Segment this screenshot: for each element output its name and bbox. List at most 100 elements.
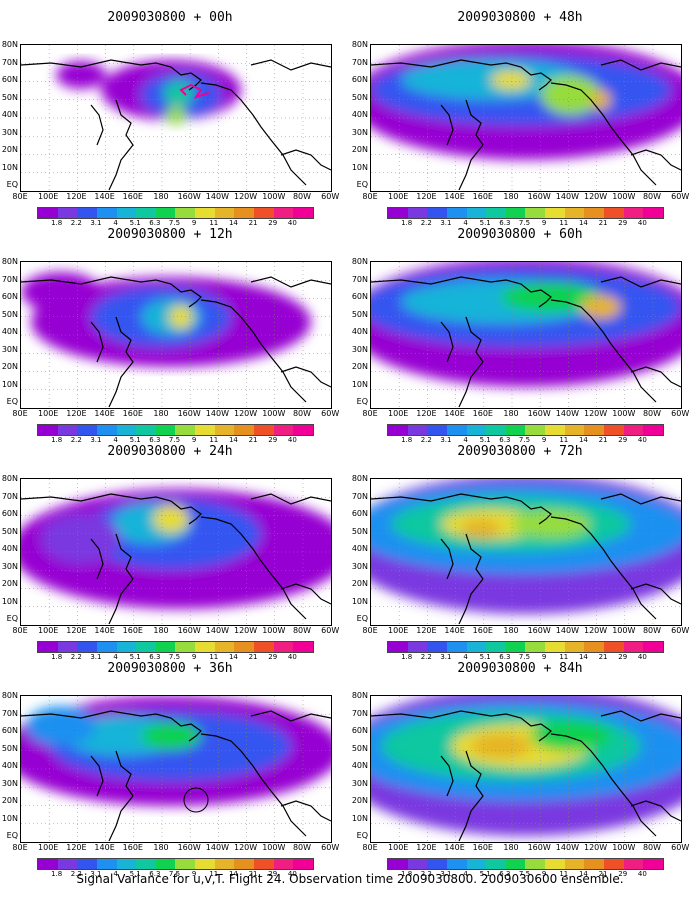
- lat-label: 40N: [1, 761, 18, 770]
- lon-label: 120W: [584, 843, 608, 852]
- lon-label: 180: [503, 843, 519, 852]
- colorbar-tick: 29: [618, 653, 628, 661]
- lon-label: 120W: [584, 409, 608, 418]
- map-panel-72h: 2009030800 + 72h 80N 70N 60N 50N 40N 30N 20N 10N…: [350, 436, 690, 661]
- lat-label: 60N: [351, 292, 368, 301]
- colorbar-swatch: [234, 208, 255, 218]
- panel-title: 2009030800 + 60h: [457, 227, 583, 242]
- lon-label: 140E: [94, 192, 115, 201]
- colorbar-swatch: [96, 425, 117, 435]
- map-svg: [21, 262, 331, 408]
- map-panel-48h: 2009030800 + 48h 80N 70N 60N 50N 40N 30N 20N 10N…: [350, 2, 690, 227]
- colorbar-swatch: [38, 859, 58, 869]
- map-panel-84h: 2009030800 + 84h 80N 70N 60N 50N 40N 30N 20N 10N…: [350, 653, 690, 878]
- lon-label: 160E: [472, 192, 493, 201]
- colorbar-swatch: [273, 859, 294, 869]
- colorbar-tick: 9: [191, 653, 197, 661]
- lon-label: 120W: [584, 626, 608, 635]
- colorbar-swatch: [136, 859, 156, 869]
- lat-label: 10N: [1, 596, 18, 606]
- coastline: [108, 750, 134, 842]
- map-panel-60h: 2009030800 + 60h 80N 70N 60N 50N 40N 30N 20N 10N…: [350, 219, 690, 444]
- colorbar-tick: 14: [578, 436, 588, 444]
- colorbar-tick: 6.3: [499, 653, 511, 661]
- colorbar-tick: 11: [209, 436, 219, 444]
- map-svg: [21, 45, 331, 191]
- lat-label: EQ: [356, 397, 368, 406]
- colorbar-swatch: [388, 208, 408, 218]
- variance-region: [21, 272, 101, 312]
- colorbar-swatch: [57, 642, 78, 652]
- lon-label: 140W: [555, 409, 579, 418]
- coastline: [440, 104, 454, 146]
- colorbar-swatch: [525, 425, 546, 435]
- lon-label: 60W: [321, 626, 340, 635]
- colorbar-swatch: [175, 642, 196, 652]
- colorbar-swatch: [505, 859, 526, 869]
- colorbar-swatch: [388, 642, 408, 652]
- lon-label: 120E: [416, 409, 437, 418]
- coastline: [458, 750, 484, 842]
- lon-label: 60W: [321, 409, 340, 418]
- lat-label: 10N: [351, 379, 368, 389]
- lon-label: 80W: [292, 843, 312, 852]
- coastline: [550, 516, 657, 620]
- colorbar-swatch: [254, 425, 274, 435]
- colorbar-tick: 1.8: [401, 870, 413, 878]
- colorbar-swatch: [564, 859, 585, 869]
- lat-label: EQ: [6, 831, 18, 840]
- lon-label: 100W: [612, 626, 636, 635]
- colorbar-tick: 9: [541, 870, 547, 878]
- lon-label: 140E: [444, 409, 465, 418]
- lon-label: 80E: [12, 192, 28, 201]
- colorbar-tick: 14: [228, 870, 238, 878]
- panel-title: 2009030800 + 84h: [457, 661, 583, 676]
- colorbar-tick: 11: [559, 436, 569, 444]
- coastline: [250, 276, 331, 288]
- colorbar-tick: 1.8: [401, 436, 413, 444]
- lat-label: 50N: [351, 743, 368, 753]
- colorbar-tick: 21: [598, 870, 608, 878]
- colorbar-swatch: [584, 208, 605, 218]
- lon-label: 140W: [205, 626, 229, 635]
- colorbar-swatch: [116, 425, 137, 435]
- coastline: [490, 713, 552, 742]
- lat-label: 50N: [1, 92, 18, 102]
- lon-label: 80W: [642, 192, 662, 201]
- lat-label: 20N: [1, 796, 18, 805]
- colorbar-tick: 21: [248, 870, 258, 878]
- lat-label: 30N: [351, 344, 368, 354]
- colorbar-tick: 2.2: [70, 219, 82, 227]
- map-area: [20, 478, 332, 626]
- colorbar-tick: 11: [559, 219, 569, 227]
- lon-label: 80W: [292, 192, 312, 201]
- lon-label: 100E: [388, 192, 409, 201]
- colorbar-tick: 4: [463, 653, 468, 661]
- lon-label: 100W: [262, 626, 286, 635]
- lon-label: 180: [503, 626, 519, 635]
- colorbar-swatch: [96, 859, 117, 869]
- coastline: [490, 62, 552, 91]
- colorbar: [37, 858, 314, 870]
- colorbar-tick: 2.2: [70, 653, 82, 661]
- lon-label: 120E: [66, 409, 87, 418]
- lon-label: 120E: [416, 192, 437, 201]
- colorbar-swatch: [116, 208, 137, 218]
- colorbar-swatch: [427, 208, 447, 218]
- map-svg: [371, 45, 681, 191]
- colorbar-tick: 29: [268, 436, 278, 444]
- lon-label: 180: [153, 626, 169, 635]
- lat-label: 20N: [351, 579, 368, 588]
- variance-region: [56, 61, 106, 89]
- colorbar-swatch: [77, 859, 97, 869]
- lon-label: 100E: [38, 192, 59, 201]
- lat-label: 10N: [1, 162, 18, 172]
- lat-label: 60N: [351, 75, 368, 84]
- colorbar-tick: 6.3: [499, 219, 511, 227]
- colorbar-swatch: [427, 859, 447, 869]
- colorbar-tick: 29: [268, 653, 278, 661]
- colorbar-tick: 21: [248, 436, 258, 444]
- lat-label: 20N: [1, 362, 18, 371]
- colorbar-tick: 7.5: [518, 870, 531, 878]
- coastline: [458, 533, 484, 625]
